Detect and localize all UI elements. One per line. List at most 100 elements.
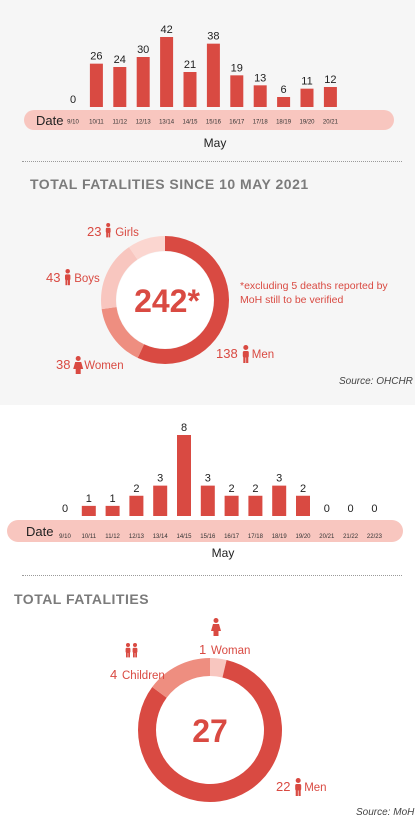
chart-heading: TOTAL FATALITIES <box>14 591 150 607</box>
donut-slice <box>210 658 227 678</box>
bar <box>160 37 174 107</box>
bar <box>89 63 103 107</box>
bar <box>300 88 314 107</box>
woman-icon <box>73 356 84 374</box>
bar-value-label: 2 <box>229 483 235 495</box>
date-tick-label: 13/14 <box>153 534 169 540</box>
date-tick-label: 18/19 <box>272 534 288 540</box>
date-tick-label: 9/10 <box>67 120 79 126</box>
bar <box>277 97 291 107</box>
bar-value-label: 30 <box>137 44 149 56</box>
slice-category-label: Women <box>84 360 123 372</box>
source-ohchr: Source: OHCHR <box>339 376 413 387</box>
date-tick-label: 9/10 <box>59 534 71 540</box>
man-icon <box>295 778 302 796</box>
bar <box>153 485 168 516</box>
bar <box>136 57 150 107</box>
bar <box>323 87 337 107</box>
donut-center <box>116 251 214 349</box>
slice-value-label: 22 <box>276 779 290 794</box>
donut-slice <box>137 236 229 364</box>
date-tick-label: 20/21 <box>323 120 339 126</box>
bar-value-label: 19 <box>231 62 243 74</box>
slice-value-label: 1 <box>199 642 206 657</box>
daily-fatalities-chart-moh: Date May 0 9/10 1 10/11 1 11/12 2 12/13 3 13/14 8 1… <box>7 422 403 560</box>
slice-value-label: 38 <box>56 357 70 372</box>
donut-center-value: 27 <box>192 713 228 749</box>
bar-value-label: 3 <box>157 473 163 485</box>
bar-value-label: 21 <box>184 59 196 71</box>
date-label: Date <box>26 524 53 539</box>
date-tick-label: 19/20 <box>295 534 311 540</box>
date-tick-label: 18/19 <box>276 120 292 126</box>
chart-heading: TOTAL FATALITIES SINCE 10 MAY 2021 <box>30 176 309 192</box>
donut-slice <box>129 236 165 260</box>
date-tick-label: 10/11 <box>89 120 104 126</box>
child-icon <box>65 269 71 286</box>
fatalities-donut-moh: 27 1 Woman 4 Children 22 Men <box>110 618 327 802</box>
date-tick-label: 19/20 <box>299 120 315 126</box>
date-tick-label: 17/18 <box>248 534 264 540</box>
date-strip <box>7 520 403 542</box>
bar <box>177 435 191 516</box>
slice-value-label: 23 <box>87 224 101 239</box>
bar-value-label: 3 <box>205 473 211 485</box>
bar-value-label: 42 <box>160 24 172 36</box>
bar <box>248 495 263 516</box>
bar-value-label: 24 <box>114 54 126 66</box>
slice-category-label: Boys <box>74 273 100 285</box>
date-tick-label: 13/14 <box>159 120 175 126</box>
date-tick-label: 15/16 <box>206 120 222 126</box>
donut-slice <box>101 306 145 358</box>
bar-value-label: 13 <box>254 72 266 84</box>
bar-value-label: 2 <box>300 483 306 495</box>
bar <box>253 85 267 107</box>
date-tick-label: 10/11 <box>82 534 97 540</box>
bar <box>129 495 144 516</box>
date-tick-label: 12/13 <box>129 534 145 540</box>
section-divider <box>22 575 402 576</box>
date-tick-label: 16/17 <box>224 534 240 540</box>
child-icon <box>125 643 131 658</box>
child-icon <box>132 643 138 658</box>
date-tick-label: 11/12 <box>105 534 120 540</box>
bar <box>272 485 287 516</box>
bar-value-label: 0 <box>324 503 330 515</box>
bar-value-label: 0 <box>348 503 354 515</box>
slice-category-label: Girls <box>115 227 139 239</box>
bar <box>200 485 215 516</box>
date-tick-label: 20/21 <box>319 534 335 540</box>
bar <box>224 495 239 516</box>
daily-fatalities-chart-ohchr: Date May 0 9/10 26 10/11 24 11/12 30 12/13 42 13/… <box>24 24 394 150</box>
bar-value-label: 2 <box>133 483 139 495</box>
donut-center <box>156 676 264 784</box>
bar <box>230 75 244 107</box>
section-ohchr: Date May 0 9/10 26 10/11 24 11/12 30 12/13 42 13/… <box>0 0 415 405</box>
bar-value-label: 8 <box>181 422 187 434</box>
date-tick-label: 12/13 <box>136 120 152 126</box>
bar-value-label: 6 <box>281 84 287 96</box>
bar-value-label: 0 <box>62 503 68 515</box>
month-label: May <box>212 546 235 560</box>
date-tick-label: 15/16 <box>200 534 216 540</box>
slice-category-label: Men <box>304 782 326 794</box>
man-icon <box>242 345 249 363</box>
bar-value-label: 1 <box>86 493 92 505</box>
bar <box>113 67 127 107</box>
date-tick-label: 14/15 <box>176 534 192 540</box>
verification-note: *excluding 5 deaths reported by MoH stil… <box>240 280 388 306</box>
slice-value-label: 4 <box>110 667 117 682</box>
bar-value-label: 11 <box>301 76 312 88</box>
section-moh: Date May 0 9/10 1 10/11 1 11/12 2 12/13 3 13/14 8 1… <box>0 405 415 824</box>
source-moh: Source: MoH <box>356 807 415 818</box>
donut-slice <box>101 247 138 310</box>
date-tick-label: 11/12 <box>113 120 128 126</box>
bar-value-label: 3 <box>276 473 282 485</box>
slice-category-label: Men <box>252 349 274 361</box>
bar-value-label: 26 <box>90 51 102 63</box>
bar-value-label: 0 <box>371 503 377 515</box>
date-tick-label: 14/15 <box>182 120 198 126</box>
bar <box>206 43 220 107</box>
slice-value-label: 43 <box>46 270 60 285</box>
bar-value-label: 12 <box>324 74 336 86</box>
